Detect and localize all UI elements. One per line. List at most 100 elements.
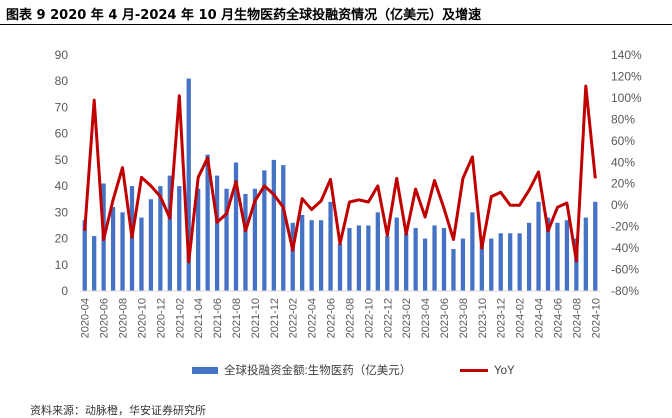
right-tick-label: 100% [611, 91, 642, 105]
bar-2024-01 [508, 233, 513, 291]
bar-2023-06 [441, 228, 447, 291]
x-tick-label: 2020-04 [80, 298, 92, 338]
x-tick-label: 2020-12 [155, 298, 167, 338]
x-tick-label: 2020-10 [137, 298, 149, 338]
bar-2022-02 [290, 222, 295, 291]
left-tick-label: 60 [55, 127, 69, 141]
legend-label-bar: 全球投融资金额:生物医药（亿美元） [224, 363, 411, 377]
x-tick-label: 2022-08 [345, 298, 357, 338]
bar-2024-05 [545, 217, 551, 291]
chart-title: 图表 9 2020 年 4 月-2024 年 10 月生物医药全球投融资情况（亿… [6, 8, 482, 23]
bar-2023-02 [404, 233, 409, 291]
line-series [83, 84, 597, 264]
bar-2021-05 [205, 154, 210, 291]
left-axis-ticks: 0 10 20 30 40 50 60 70 80 90 [55, 48, 69, 298]
bar-2020-05 [92, 235, 97, 291]
bar-2023-11 [489, 238, 494, 291]
x-tick-label: 2021-02 [174, 298, 186, 338]
right-tick-label: 0% [611, 198, 629, 212]
x-tick-label: 2021-12 [269, 298, 281, 338]
bar-2020-04 [82, 220, 87, 291]
x-tick-label: 2022-12 [382, 298, 394, 338]
bar-2021-11 [262, 170, 267, 291]
bar-2023-07 [451, 249, 456, 291]
bar-2022-12 [385, 235, 390, 291]
x-tick-label: 2024-10 [590, 298, 602, 338]
x-tick-label: 2022-06 [326, 298, 338, 338]
source-note: 资料来源：动脉橙，华安证券研究所 [30, 404, 206, 417]
right-tick-label: 120% [611, 69, 642, 83]
right-tick-label: 20% [611, 177, 635, 191]
x-tick-label: 2024-04 [534, 298, 546, 338]
bar-2023-08 [460, 238, 466, 291]
x-tick-label: 2024-06 [553, 298, 565, 338]
right-tick-label: -40% [611, 241, 639, 255]
x-tick-label: 2024-08 [571, 298, 583, 338]
left-tick-label: 50 [55, 153, 69, 167]
right-tick-label: -80% [611, 284, 639, 298]
bar-2022-06 [328, 201, 333, 291]
bar-2020-10 [139, 217, 144, 291]
right-tick-label: 80% [611, 112, 635, 126]
left-tick-label: 0 [61, 284, 68, 298]
left-tick-label: 90 [55, 48, 69, 62]
left-tick-label: 40 [55, 179, 69, 193]
legend-label-line: YoY [494, 365, 515, 377]
x-tick-label: 2024-02 [515, 298, 527, 338]
x-tick-label: 2023-02 [401, 298, 413, 338]
right-tick-label: -20% [611, 220, 639, 234]
title-rule [0, 24, 672, 25]
x-tick-label: 2022-10 [363, 298, 375, 338]
left-tick-label: 10 [55, 258, 69, 272]
bar-2022-09 [356, 225, 362, 291]
bar-series [82, 78, 598, 291]
right-tick-label: -60% [611, 263, 639, 277]
bar-2020-11 [148, 199, 154, 291]
x-tick-label: 2023-06 [439, 298, 451, 338]
bar-2023-12 [498, 233, 503, 291]
bar-2021-10 [252, 188, 258, 291]
bar-2022-04 [309, 220, 314, 291]
bar-2022-11 [375, 212, 380, 291]
x-tick-label: 2020-08 [118, 298, 130, 338]
right-tick-label: 40% [611, 155, 635, 169]
bar-2020-12 [158, 186, 163, 291]
x-tick-label: 2023-12 [496, 298, 508, 338]
bar-2024-09 [583, 217, 588, 291]
bar-2024-03 [526, 222, 532, 291]
x-tick-label: 2023-04 [420, 298, 432, 338]
right-tick-label: 60% [611, 134, 635, 148]
bar-2020-07 [110, 207, 116, 291]
x-tick-label: 2020-06 [99, 298, 111, 338]
bar-2021-07 [224, 188, 229, 291]
yoy-line [83, 84, 597, 264]
bar-2024-10 [593, 201, 598, 291]
bar-2021-09 [243, 193, 248, 291]
x-tick-label: 2021-08 [231, 298, 243, 338]
bar-2024-04 [536, 201, 541, 291]
legend-swatch-bar [192, 367, 218, 374]
bar-2023-10 [479, 243, 484, 291]
bar-2021-02 [177, 186, 182, 291]
bar-2021-08 [233, 162, 239, 291]
left-tick-label: 20 [55, 232, 69, 246]
chart-canvas: 0 10 20 30 40 50 60 70 80 90 -80% -60% -40% -20% 0% 20… [55, 48, 642, 377]
x-tick-label: 2022-04 [307, 298, 319, 338]
bar-2021-01 [167, 175, 172, 291]
bar-2022-05 [318, 220, 324, 291]
x-tick-label: 2023-10 [477, 298, 489, 338]
left-tick-label: 80 [55, 74, 69, 88]
x-axis-ticks: 2020-04 2020-06 2020-08 2020-10 2020-12 2021-… [80, 298, 603, 338]
bar-2024-02 [517, 233, 522, 291]
bar-2021-06 [214, 175, 220, 291]
bar-2021-03 [186, 78, 191, 291]
bar-2022-08 [347, 228, 352, 291]
bar-2022-07 [337, 243, 343, 291]
bar-2024-08 [574, 238, 579, 291]
right-axis-ticks: -80% -60% -40% -20% 0% 20% 40% 60% 80% 100% 120% 14… [611, 48, 642, 298]
x-tick-label: 2021-10 [250, 298, 262, 338]
bar-2023-09 [470, 212, 475, 291]
x-tick-label: 2022-02 [288, 298, 300, 338]
legend: 全球投融资金额:生物医药（亿美元） YoY [192, 363, 515, 377]
bar-2021-12 [271, 159, 276, 291]
